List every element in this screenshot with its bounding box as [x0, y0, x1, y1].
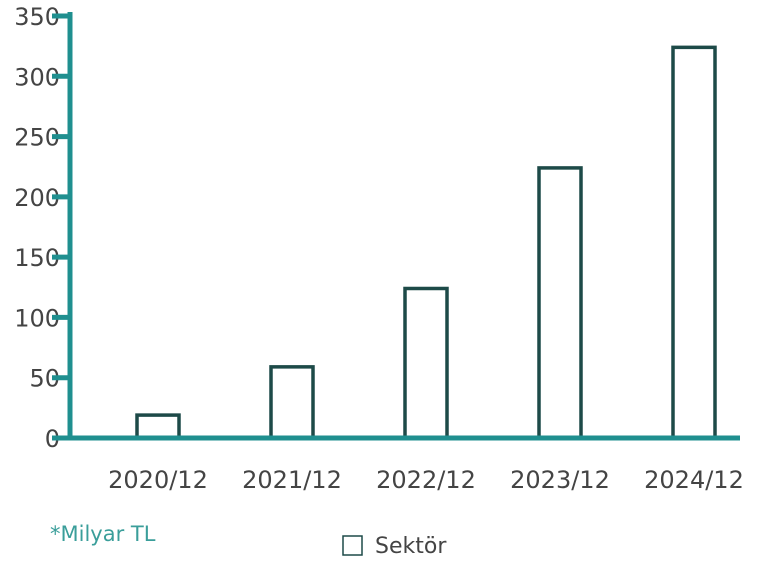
x-tick-label: 2024/12: [644, 466, 744, 494]
legend-label: Sektör: [375, 534, 447, 559]
bar: [269, 365, 315, 440]
x-tick-label: 2021/12: [242, 466, 342, 494]
x-tick-label: 2020/12: [108, 466, 208, 494]
x-tick-label: 2023/12: [510, 466, 610, 494]
unit-note: *Milyar TL: [50, 522, 156, 546]
bar: [135, 413, 181, 440]
bar: [537, 166, 583, 440]
legend-swatch: [342, 535, 363, 556]
bar: [403, 286, 449, 440]
bar: [671, 45, 717, 440]
x-tick-label: 2022/12: [376, 466, 476, 494]
